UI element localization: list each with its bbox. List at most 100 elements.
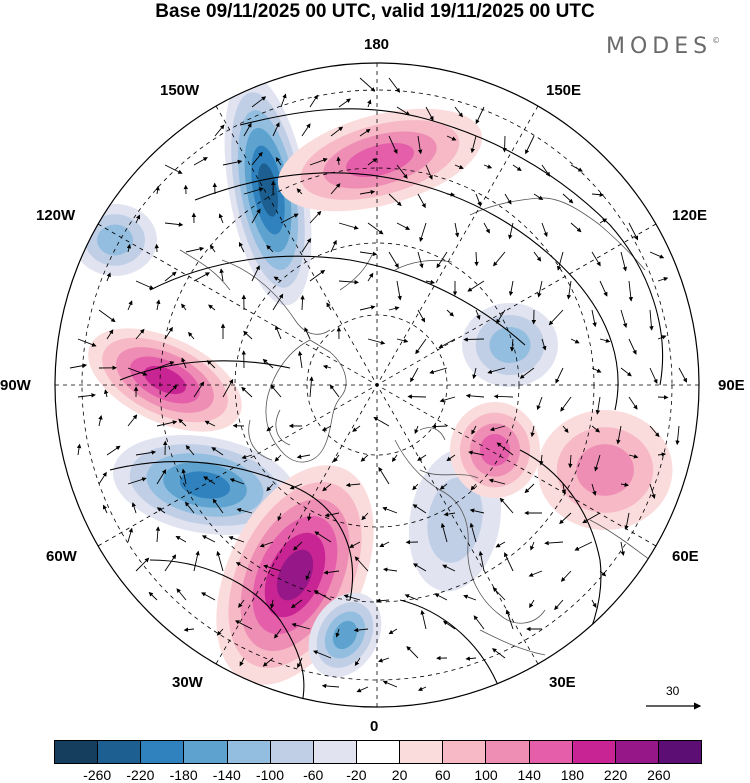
wind-arrow [354, 556, 369, 572]
wind-arrow [156, 299, 161, 311]
wind-arrow [352, 425, 361, 432]
wind-arrow [181, 303, 187, 311]
wind-arrow [493, 394, 514, 399]
wind-arrow [529, 599, 535, 609]
wind-arrow [178, 418, 187, 427]
wind-arrow [419, 222, 427, 242]
wind-arrow [556, 251, 564, 271]
wind-arrow [478, 550, 485, 572]
wind-arrow [155, 185, 160, 195]
wind-arrow [504, 193, 512, 205]
wind-arrow [321, 683, 340, 689]
wind-arrow [560, 570, 572, 582]
wind-arrow [228, 535, 245, 543]
wind-arrow [472, 367, 477, 380]
wind-arrow [305, 570, 311, 581]
wind-arrow [131, 502, 137, 514]
wind-arrow [164, 222, 184, 227]
wind-arrow [454, 222, 460, 238]
wind-arrow [620, 251, 627, 272]
wind-arrow [241, 386, 253, 398]
colorbar-tick-label: -140 [212, 767, 241, 783]
modes-logo: MODES© [606, 34, 720, 59]
wind-arrow [574, 541, 593, 551]
wind-arrow [127, 527, 133, 543]
wind-arrow [404, 594, 419, 601]
wind-arrow [471, 425, 477, 435]
wind-arrow [378, 466, 390, 485]
wind-arrow [181, 468, 187, 485]
wind-arrow [528, 570, 543, 577]
wind-arrow [156, 507, 166, 514]
lon-label-60e: 60E [672, 548, 699, 565]
wind-arrow [425, 106, 434, 121]
wind-arrow [155, 526, 161, 543]
wind-arrow [465, 656, 477, 661]
wind-arrow [309, 269, 326, 282]
wind-arrow [251, 265, 260, 282]
colorbar-segment [356, 741, 401, 763]
wind-arrow [562, 193, 574, 204]
wind-arrow [489, 425, 506, 432]
anomaly-siberia-high [450, 402, 540, 498]
wind-vectors [69, 77, 688, 693]
wind-arrow [345, 482, 361, 488]
wind-arrow [382, 680, 398, 688]
wind-arrow [290, 599, 303, 609]
wind-arrow [420, 609, 427, 630]
colorbar-tick-label: 100 [474, 767, 498, 783]
wind-arrow [238, 599, 245, 608]
colorbar-segment [572, 741, 616, 763]
wind-arrow [410, 367, 419, 383]
wind-arrow [508, 222, 514, 240]
wind-arrow [201, 535, 216, 543]
wind-arrow [204, 420, 216, 427]
wind-arrow [530, 541, 535, 551]
wind-arrow [678, 367, 688, 383]
wind-arrow [446, 454, 456, 462]
wind-arrow [488, 478, 506, 485]
wind-arrow [649, 309, 654, 331]
wind-arrow [301, 238, 312, 253]
wind-arrow [599, 338, 611, 343]
wind-arrow [675, 425, 680, 446]
wind-arrow [297, 350, 303, 369]
colorbar-segment [486, 741, 530, 763]
wind-arrow [383, 567, 398, 572]
wind-arrow [429, 367, 448, 375]
wind-arrow [657, 452, 667, 457]
wind-arrow [185, 246, 205, 253]
colorbar-tick-label: 180 [560, 767, 585, 783]
wind-arrow [483, 222, 490, 234]
wind-arrow [396, 222, 411, 230]
wind-arrow [425, 279, 435, 285]
wind-arrow [275, 157, 282, 166]
colorbar-tick-label: 260 [647, 767, 671, 783]
colorbar-segment [184, 741, 228, 763]
wind-arrow [382, 506, 398, 514]
wind-arrow [193, 272, 210, 282]
wind-arrow [649, 251, 665, 259]
wind-arrow [595, 396, 601, 415]
wind-arrow [338, 98, 351, 108]
wind-arrow [241, 454, 253, 460]
wind-arrow [185, 445, 195, 456]
wind-arrow [396, 164, 408, 179]
wind-arrow [338, 279, 359, 285]
wind-arrow [262, 657, 274, 667]
wind-arrow [442, 620, 456, 630]
wind-arrow [359, 251, 378, 257]
wind-arrow [439, 483, 448, 490]
colorbar-segment [227, 741, 271, 763]
wind-arrow [454, 164, 464, 170]
wind-arrow [367, 222, 384, 235]
lon-label-30e: 30E [549, 674, 576, 691]
colorbar [54, 740, 702, 764]
wind-arrow [322, 483, 332, 492]
wind-arrow [289, 483, 303, 490]
wind-arrow [505, 609, 514, 630]
wind-arrow [388, 628, 398, 635]
wind-arrow [463, 594, 477, 601]
wind-arrow [624, 512, 630, 531]
wind-arrow [359, 77, 376, 92]
